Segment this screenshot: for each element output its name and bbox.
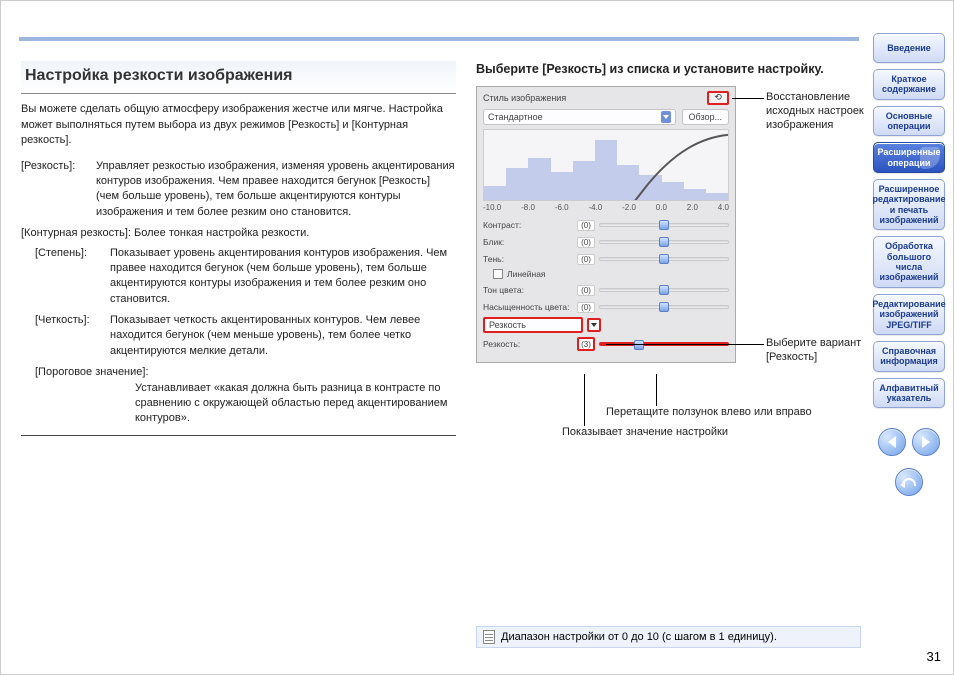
def-threshold: Устанавливает «какая должна быть разница…	[35, 381, 456, 427]
unsharp-heading: [Контурная резкость]: Более тонкая настр…	[21, 226, 456, 241]
term-clarity: [Четкость]:	[35, 313, 110, 359]
chevron-right-icon	[922, 436, 930, 448]
def-sharpness: [Резкость]: Управляет резкостью изображе…	[21, 159, 456, 221]
top-accent-bar	[19, 37, 859, 41]
chevron-left-icon	[888, 436, 896, 448]
row-saturation: Насыщенность цвета: (0)	[483, 300, 729, 315]
style-panel: Стиль изображения ⟲ Стандартное Обзор...	[476, 86, 736, 363]
sharpness-select-row: Резкость	[483, 317, 729, 333]
sharpness-value: (3)	[577, 337, 595, 351]
body-clarity: Показывает четкость акцентированных конт…	[110, 313, 456, 359]
nav-item-5[interactable]: Обработка большого числа изображений	[873, 236, 945, 287]
def-clarity: [Четкость]: Показывает четкость акцентир…	[35, 313, 456, 359]
nav-item-0[interactable]: Введение	[873, 33, 945, 63]
histogram	[483, 129, 729, 201]
nav-item-6[interactable]: Редактирование изображений JPEG/TIFF	[873, 294, 945, 335]
nav-item-8[interactable]: Алфавитный указатель	[873, 378, 945, 409]
linear-checkbox-row: Линейная	[483, 269, 729, 279]
panel-area: Стиль изображения ⟲ Стандартное Обзор...	[476, 86, 856, 363]
nav-item-4[interactable]: Расширенное редактирование и печать изоб…	[873, 179, 945, 230]
prev-page-button[interactable]	[878, 428, 906, 456]
right-column: Выберите [Резкость] из списка и установи…	[476, 61, 861, 363]
callout-value: Показывает значение настройки	[562, 426, 822, 438]
sharpness-combo[interactable]: Резкость	[483, 317, 583, 333]
back-button[interactable]	[895, 468, 923, 496]
style-combo[interactable]: Стандартное	[483, 109, 676, 125]
term-threshold: [Пороговое значение]:	[35, 365, 456, 380]
slider-saturation[interactable]	[599, 305, 729, 309]
range-note-text: Диапазон настройки от 0 до 10 (с шагом в…	[501, 631, 777, 643]
sidebar-nav: Введение Краткое содержание Основные опе…	[873, 33, 945, 496]
intro-text: Вы можете сделать общую атмосферу изобра…	[21, 102, 456, 148]
callout-choose: Выберите вариант [Резкость]	[766, 336, 876, 365]
revert-button[interactable]: ⟲	[707, 91, 729, 105]
divider	[21, 435, 456, 436]
slider-highlight[interactable]	[599, 240, 729, 244]
style-label: Стиль изображения	[483, 93, 703, 103]
nav-item-2[interactable]: Основные операции	[873, 106, 945, 137]
sharpness-combo-arrow[interactable]	[587, 318, 601, 332]
body-degree: Показывает уровень акцентирования контур…	[110, 246, 456, 308]
row-contrast: Контраст: (0)	[483, 218, 729, 233]
callout-restore: Восстановление исходных настроек изображ…	[766, 90, 876, 133]
slider-hue[interactable]	[599, 288, 729, 292]
browse-button[interactable]: Обзор...	[682, 109, 730, 125]
row-shadow: Тень: (0)	[483, 252, 729, 267]
range-note: Диапазон настройки от 0 до 10 (с шагом в…	[476, 626, 861, 648]
nav-item-3[interactable]: Расширенные операции	[873, 142, 945, 173]
def-degree: [Степень]: Показывает уровень акцентиров…	[35, 246, 456, 308]
left-column: Настройка резкости изображения Вы можете…	[21, 61, 456, 436]
step-title: Выберите [Резкость] из списка и установи…	[476, 61, 861, 78]
slider-shadow[interactable]	[599, 257, 729, 261]
nav-item-1[interactable]: Краткое содержание	[873, 69, 945, 100]
row-highlight: Блик: (0)	[483, 235, 729, 250]
histogram-axis: -10.0 -8.0 -6.0 -4.0 -2.0 0.0 2.0 4.0	[483, 203, 729, 212]
linear-checkbox[interactable]	[493, 269, 503, 279]
linear-label: Линейная	[507, 269, 546, 279]
sharpness-combo-value: Резкость	[489, 320, 526, 330]
chevron-down-icon	[661, 111, 671, 123]
term-degree: [Степень]:	[35, 246, 110, 308]
nav-item-7[interactable]: Справочная информация	[873, 341, 945, 372]
style-combo-value: Стандартное	[488, 112, 543, 122]
note-icon	[483, 630, 495, 644]
callout-drag: Перетащите ползунок влево или вправо	[606, 406, 866, 418]
slider-contrast[interactable]	[599, 223, 729, 227]
term-sharpness: [Резкость]:	[21, 159, 96, 221]
threshold-spacer	[35, 381, 135, 427]
body-sharpness: Управляет резкостью изображения, изменяя…	[96, 159, 456, 221]
undo-icon	[902, 478, 916, 486]
page-number: 31	[927, 649, 941, 664]
next-page-button[interactable]	[912, 428, 940, 456]
body-threshold: Устанавливает «какая должна быть разница…	[135, 381, 456, 427]
page-title: Настройка резкости изображения	[21, 61, 456, 94]
row-hue: Тон цвета: (0)	[483, 283, 729, 298]
